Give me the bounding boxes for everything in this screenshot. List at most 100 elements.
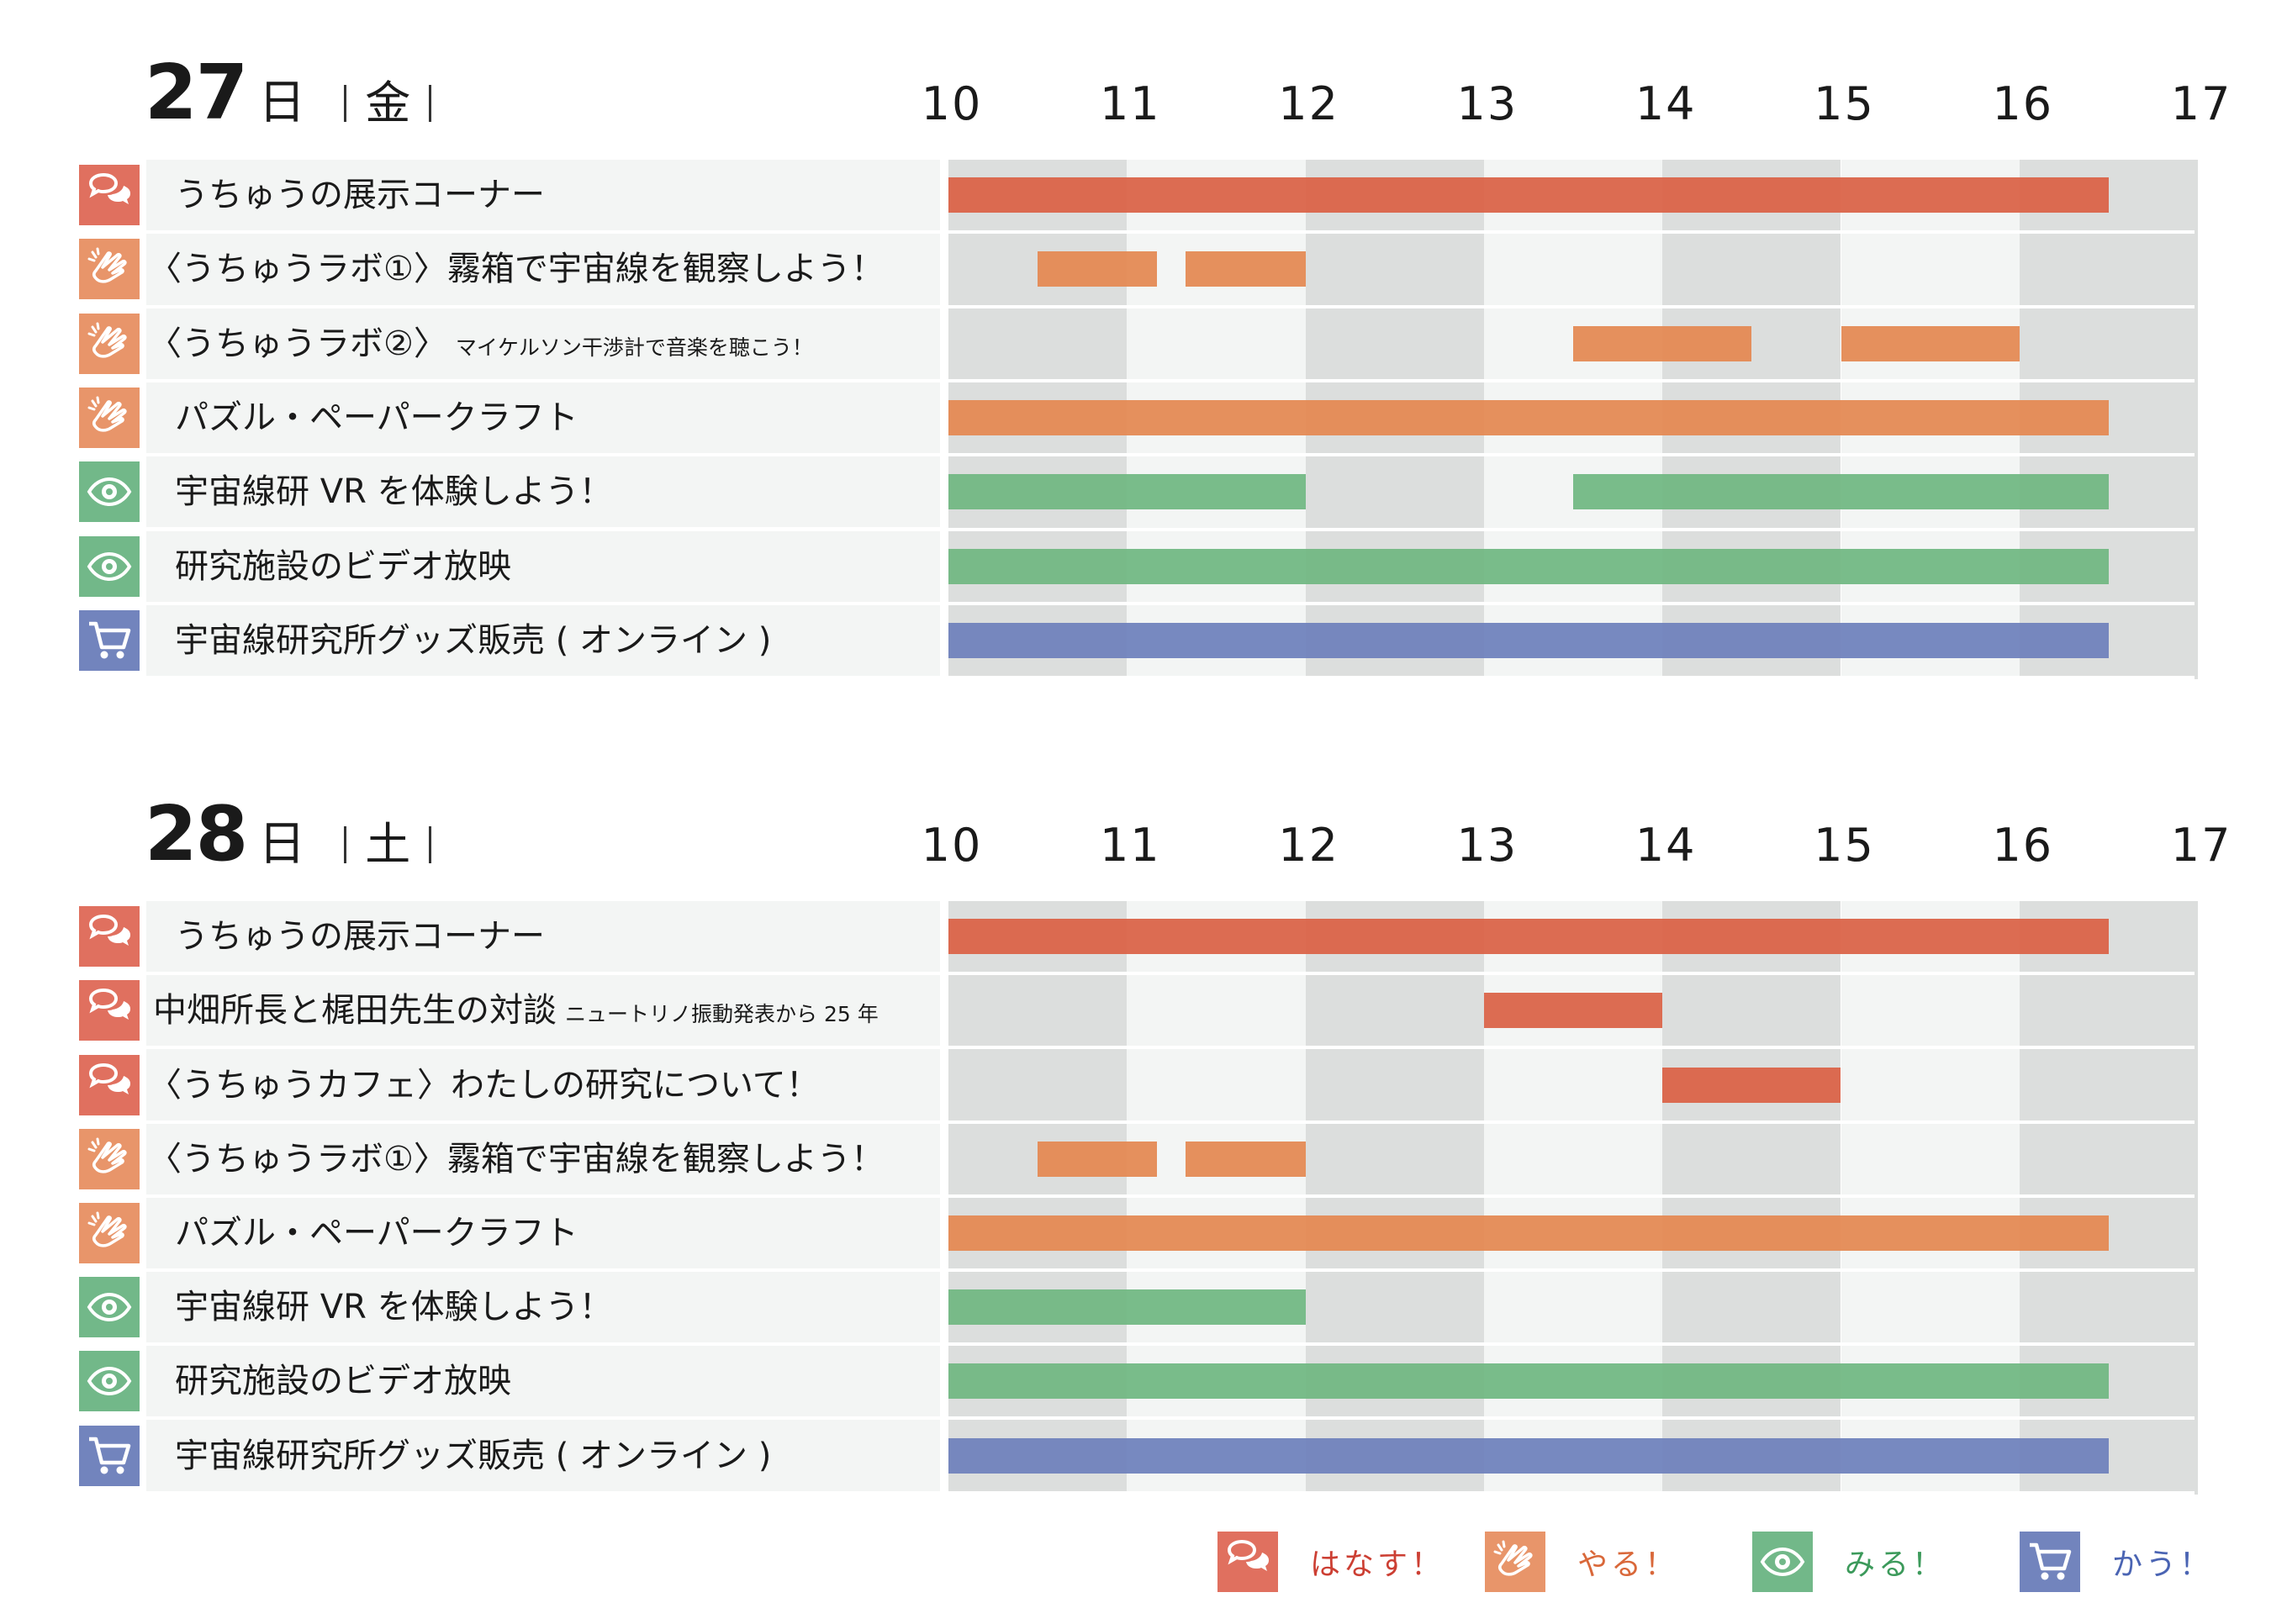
event-subtitle: ニュートリノ振動発表から 25 年: [565, 1002, 879, 1027]
event-name: 宇宙線研 VR を体験しよう！: [175, 475, 613, 509]
waving-hand-icon: [79, 1128, 140, 1189]
row-separator: [146, 601, 2195, 605]
day-unit: 日: [258, 817, 306, 872]
hour-band: [2019, 901, 2199, 1495]
event-title: 〈うちゅうラボ①〉霧箱で宇宙線を観察しよう！: [148, 250, 885, 289]
event-name: 研究施設のビデオ放映: [175, 1364, 511, 1398]
hour-band: [948, 901, 1128, 1495]
event-name: 〈うちゅうラボ②〉 マイケルソン干渉計で音楽を聴こう！: [148, 327, 813, 361]
event-name: パズル・ペーパークラフト: [175, 1216, 578, 1250]
event-title: パズル・ペーパークラフト: [175, 398, 578, 438]
row-separator: [146, 1046, 2195, 1050]
hour-tick-label: 10: [921, 819, 983, 872]
hour-tick-label: 14: [1635, 77, 1697, 130]
hour-tick-label: 14: [1635, 819, 1697, 872]
event-title: 〈うちゅうラボ②〉: [148, 324, 447, 363]
event-name: うちゅうの展示コーナー: [175, 178, 545, 212]
hour-tick-label: 13: [1456, 77, 1519, 130]
event-name: 〈うちゅうラボ①〉霧箱で宇宙線を観察しよう！: [148, 252, 885, 286]
day-title: 27 日金: [145, 49, 431, 141]
day-title: 28 日土: [145, 790, 431, 883]
legend-item-see: みる！: [1752, 1532, 1946, 1592]
hour-band: [1305, 901, 1484, 1495]
session-bar: [948, 622, 2109, 658]
legend-label: はなす！: [1310, 1548, 1445, 1582]
session-bar: [948, 548, 2109, 584]
hour-tick-label: 10: [921, 77, 983, 130]
day-block-27: 27 日金 10 11 12 13 14 15 16 17 うちゅうの展示コーナー 〈うちゅうラボ①〉…: [0, 49, 2287, 680]
row-label-background: [146, 1049, 940, 1120]
waving-hand-icon: [79, 239, 140, 300]
event-title: うちゅうの展示コーナー: [175, 176, 545, 215]
session-bar: [1662, 1067, 1841, 1103]
eye-icon: [79, 535, 140, 597]
row-separator: [146, 230, 2195, 235]
session-bar: [1573, 325, 1752, 361]
eye-icon: [79, 461, 140, 523]
hour-band: [1662, 901, 1841, 1495]
eye-icon: [79, 1277, 140, 1338]
session-bar: [948, 474, 1306, 510]
row-label-background: [146, 975, 940, 1047]
row-separator: [146, 1490, 2195, 1495]
row-label-background: [146, 382, 940, 454]
row-label-background: [146, 234, 940, 305]
row-separator: [146, 378, 2195, 382]
legend-label: みる！: [1845, 1548, 1946, 1582]
hour-tick-label: 13: [1456, 819, 1519, 872]
row-label-background: [146, 308, 940, 379]
day-unit: 日: [258, 76, 306, 130]
event-title: 研究施設のビデオ放映: [175, 546, 511, 586]
event-name: 研究施設のビデオ放映: [175, 550, 511, 583]
session-bar: [1573, 474, 2109, 510]
event-name: パズル・ペーパークラフト: [175, 401, 578, 435]
row-label-background: [146, 530, 940, 602]
legend-item-talk: はなす！: [1217, 1532, 1445, 1592]
hour-tick-label: 17: [2170, 819, 2232, 872]
row-label-background: [146, 456, 940, 528]
waving-hand-icon: [79, 1202, 140, 1263]
hour-tick-label: 16: [1992, 819, 2054, 872]
session-bar: [948, 177, 2109, 214]
shopping-cart-icon: [79, 609, 140, 671]
legend-item-buy: かう！: [2020, 1532, 2213, 1592]
row-separator: [146, 1194, 2195, 1198]
talk-bubbles-icon: [79, 980, 140, 1041]
hour-band: [1127, 901, 1306, 1495]
day-number: 28: [145, 790, 248, 878]
event-title: 中畑所長と梶田先生の対談: [153, 991, 557, 1031]
row-separator: [146, 1120, 2195, 1124]
talk-bubbles-icon: [79, 1054, 140, 1115]
event-name: 宇宙線研究所グッズ販売 ( オンライン ): [175, 1439, 771, 1473]
event-name: うちゅうの展示コーナー: [175, 920, 545, 953]
row-separator: [146, 1342, 2195, 1347]
hour-band: [1841, 901, 2020, 1495]
waving-hand-icon: [1485, 1532, 1545, 1592]
row-label-background: [146, 1197, 940, 1268]
row-separator: [146, 676, 2195, 680]
legend-item-do: やる！: [1485, 1532, 1678, 1592]
hour-tick-label: 11: [1099, 77, 1161, 130]
event-name: 宇宙線研究所グッズ販売 ( オンライン ): [175, 624, 771, 657]
row-separator: [146, 1268, 2195, 1272]
row-label-background: [146, 1123, 940, 1194]
session-bar: [1186, 1141, 1306, 1177]
session-bar: [1038, 1141, 1158, 1177]
event-subtitle: マイケルソン干渉計で音楽を聴こう！: [455, 335, 813, 360]
hour-tick-label: 15: [1814, 77, 1875, 130]
event-name: 〈うちゅうカフェ〉わたしの研究について！: [148, 1068, 820, 1102]
event-title: 宇宙線研 VR を体験しよう！: [175, 472, 613, 512]
hour-tick-label: 12: [1278, 819, 1339, 872]
row-label-background: [146, 901, 940, 973]
row-separator: [146, 527, 2195, 531]
event-title: パズル・ペーパークラフト: [175, 1213, 578, 1252]
day-weekday: 土: [344, 807, 431, 873]
waving-hand-icon: [79, 388, 140, 449]
event-name: 〈うちゅうラボ①〉霧箱で宇宙線を観察しよう！: [148, 1142, 885, 1176]
session-bar: [1483, 993, 1663, 1029]
session-bar: [948, 1437, 2109, 1474]
talk-bubbles-icon: [79, 906, 140, 968]
session-bar: [948, 1215, 2109, 1251]
row-separator: [146, 304, 2195, 308]
row-separator: [146, 1416, 2195, 1421]
